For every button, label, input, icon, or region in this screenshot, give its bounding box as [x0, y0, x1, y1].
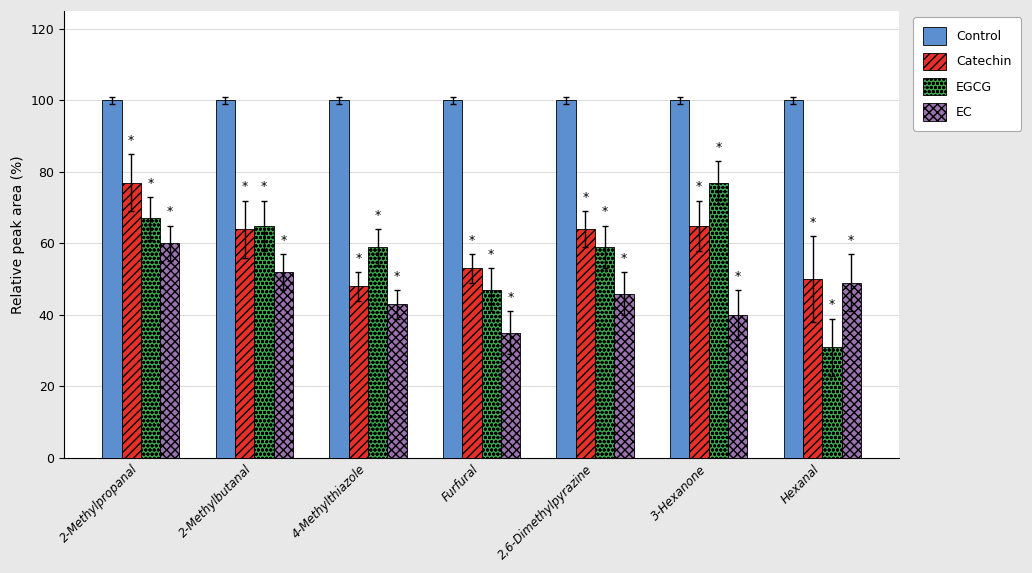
Bar — [443, 100, 462, 458]
Bar — [709, 183, 728, 458]
Text: *: * — [355, 252, 361, 265]
Bar — [462, 269, 482, 458]
Text: *: * — [241, 180, 248, 194]
Bar — [556, 100, 576, 458]
Bar — [140, 218, 160, 458]
Bar — [368, 247, 387, 458]
Bar — [329, 100, 349, 458]
Bar — [595, 247, 614, 458]
Y-axis label: Relative peak area (%): Relative peak area (%) — [11, 155, 25, 314]
Text: *: * — [508, 291, 514, 304]
Bar — [254, 226, 273, 458]
Text: *: * — [602, 206, 608, 218]
Legend: Control, Catechin, EGCG, EC: Control, Catechin, EGCG, EC — [913, 17, 1022, 131]
Text: *: * — [488, 248, 494, 261]
Text: *: * — [148, 177, 154, 190]
Text: *: * — [582, 191, 588, 204]
Text: *: * — [735, 270, 741, 283]
Bar — [803, 279, 823, 458]
Bar — [501, 333, 520, 458]
Text: *: * — [469, 234, 475, 247]
Bar — [670, 100, 689, 458]
Text: *: * — [281, 234, 287, 247]
Bar — [823, 347, 841, 458]
Bar — [387, 304, 407, 458]
Bar — [160, 244, 180, 458]
Text: *: * — [128, 134, 134, 147]
Bar — [576, 229, 595, 458]
Bar — [122, 183, 140, 458]
Text: *: * — [375, 209, 381, 222]
Text: *: * — [848, 234, 854, 247]
Bar — [273, 272, 293, 458]
Text: *: * — [809, 216, 815, 229]
Bar — [102, 100, 122, 458]
Text: *: * — [715, 141, 721, 154]
Bar — [349, 286, 368, 458]
Bar — [235, 229, 254, 458]
Text: *: * — [621, 252, 627, 265]
Bar — [728, 315, 747, 458]
Text: *: * — [166, 206, 173, 218]
Text: *: * — [829, 299, 835, 311]
Bar — [614, 293, 634, 458]
Text: *: * — [394, 270, 400, 283]
Bar — [216, 100, 235, 458]
Bar — [841, 283, 861, 458]
Bar — [482, 290, 501, 458]
Bar — [689, 226, 709, 458]
Bar — [783, 100, 803, 458]
Text: *: * — [696, 180, 702, 194]
Text: *: * — [261, 180, 267, 194]
